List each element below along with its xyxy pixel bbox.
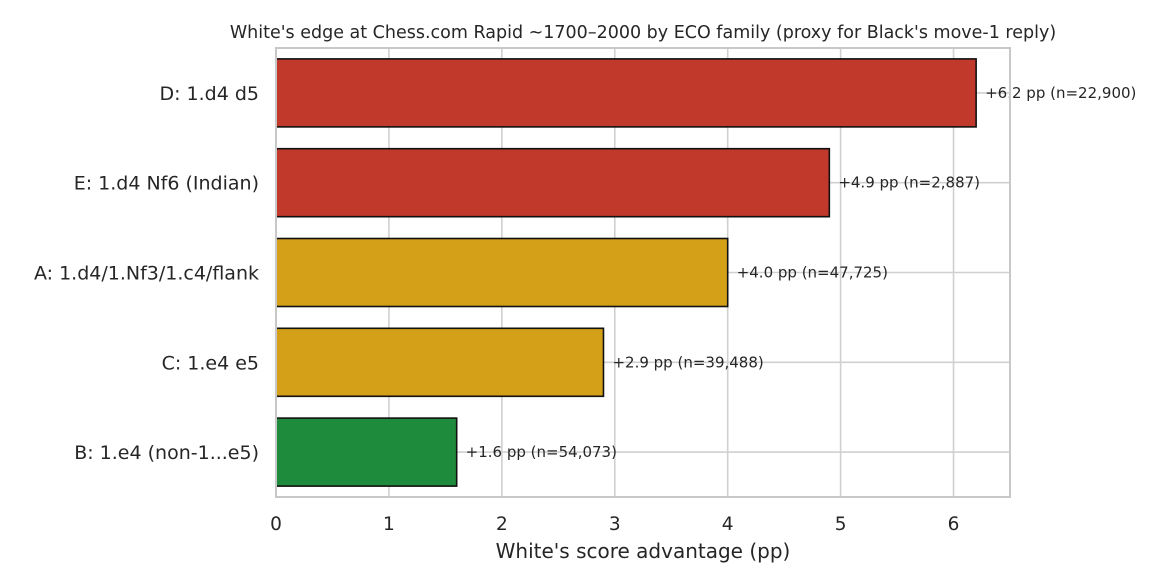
y-tick-label: B: 1.e4 (non-1...e5) <box>74 442 259 464</box>
y-tick-label: A: 1.d4/1.Nf3/1.c4/flank <box>34 263 259 285</box>
x-axis-label: White's score advantage (pp) <box>496 539 791 563</box>
data-label: +6.2 pp (n=22,900) <box>985 84 1136 102</box>
x-tick-label: 6 <box>948 514 960 535</box>
bars-layer <box>275 58 977 487</box>
x-tick-label: 3 <box>609 514 621 535</box>
data-label: +4.9 pp (n=2,887) <box>838 174 980 192</box>
bar <box>275 417 458 487</box>
data-label: +2.9 pp (n=39,488) <box>612 353 763 371</box>
x-tick-label: 5 <box>835 514 847 535</box>
labels-layer: 0 1 2 3 4 5 6 D: 1.d4 d5 +6.2 pp (n=22,900) E: 1.… <box>34 83 1136 535</box>
data-label: +4.0 pp (n=47,725) <box>737 264 888 282</box>
bar <box>275 237 729 308</box>
x-tick-label: 1 <box>383 514 395 535</box>
plot-frame <box>275 47 1011 498</box>
y-tick-label: D: 1.d4 d5 <box>159 83 259 105</box>
chart-title: White's edge at Chess.com Rapid ~1700–20… <box>230 23 1056 43</box>
bar <box>275 147 831 218</box>
bar <box>275 327 605 398</box>
y-tick-label: C: 1.e4 e5 <box>162 352 259 374</box>
x-tick-label: 0 <box>270 514 282 535</box>
x-tick-label: 4 <box>722 514 734 535</box>
x-tick-label: 2 <box>496 514 508 535</box>
data-label: +1.6 pp (n=54,073) <box>466 443 617 461</box>
bar <box>275 58 977 128</box>
y-tick-label: E: 1.d4 Nf6 (Indian) <box>74 173 259 195</box>
